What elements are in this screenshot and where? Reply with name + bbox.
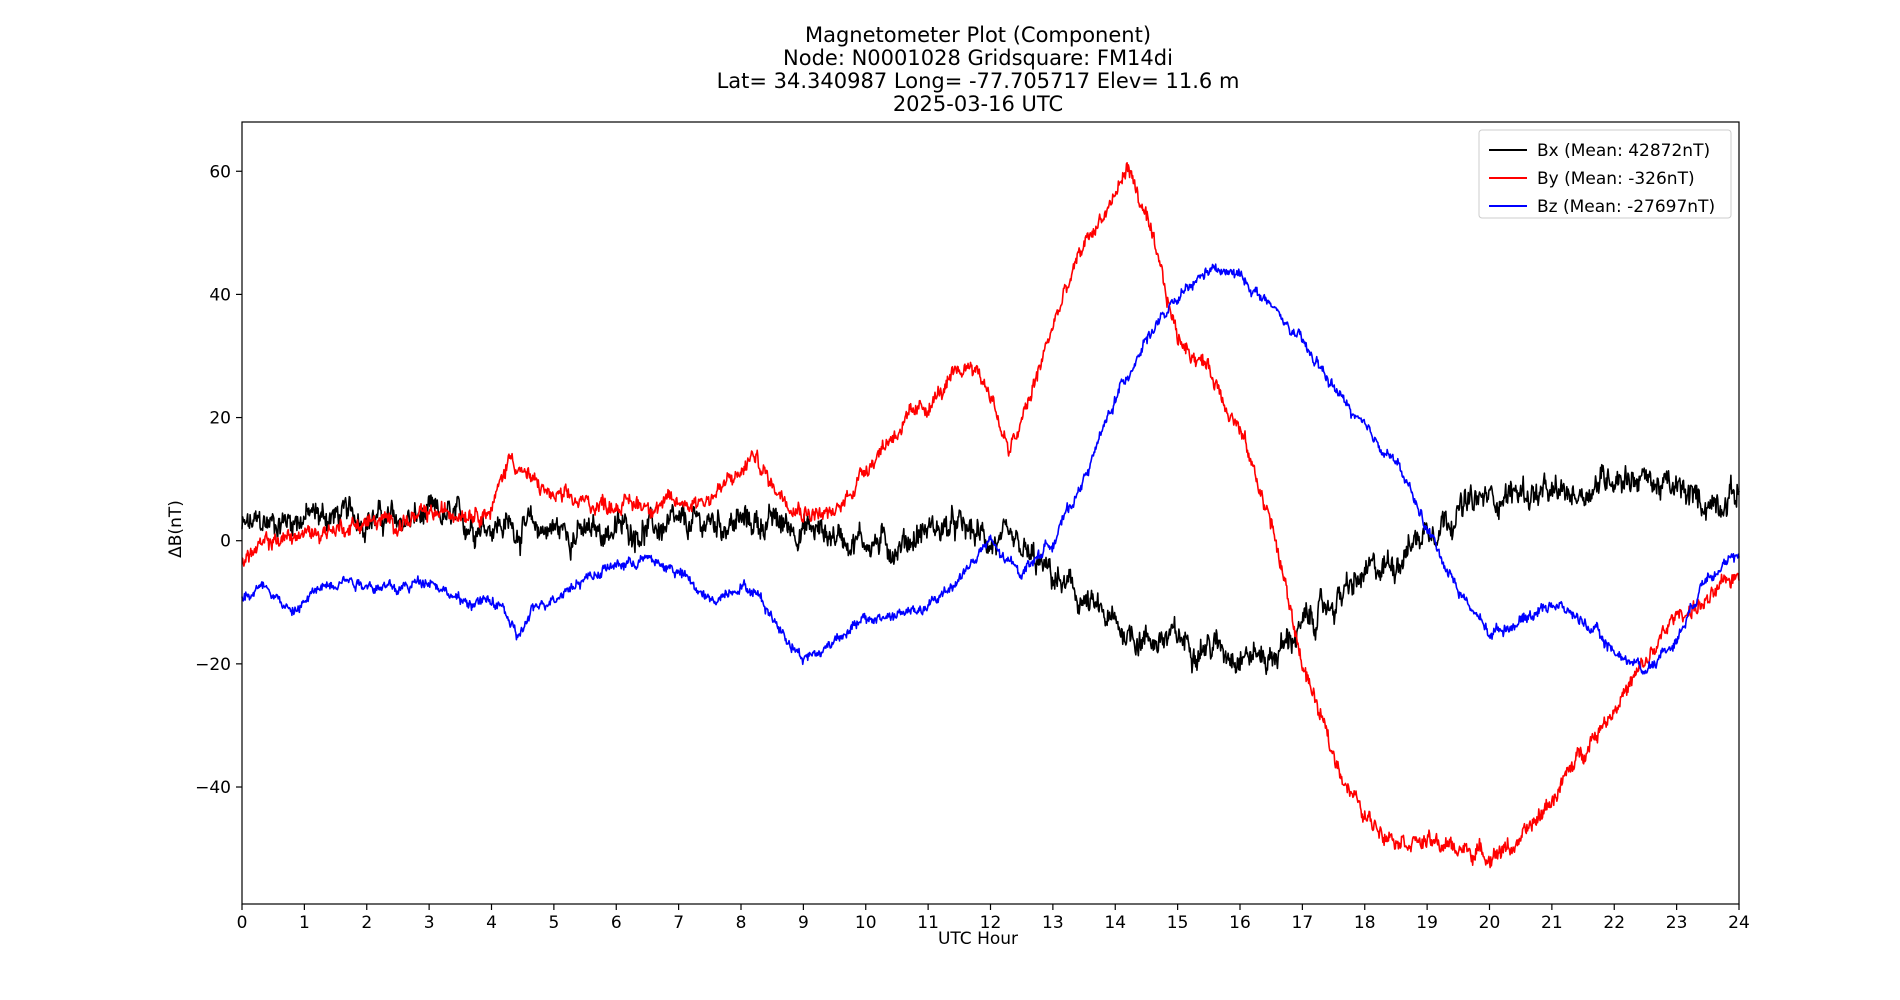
x-tick-label: 0 bbox=[237, 913, 248, 933]
x-tick-label: 13 bbox=[1042, 913, 1064, 933]
legend-box bbox=[1478, 129, 1732, 219]
x-tick-label: 4 bbox=[486, 913, 497, 933]
x-tick-label: 22 bbox=[1603, 913, 1625, 933]
x-tick-label: 11 bbox=[917, 913, 939, 933]
x-tick-label: 21 bbox=[1541, 913, 1563, 933]
x-tick-label: 9 bbox=[798, 913, 809, 933]
y-tick-label: −40 bbox=[195, 778, 231, 798]
y-tick-label: 20 bbox=[209, 409, 231, 429]
series-lines bbox=[241, 162, 1740, 869]
x-tick-label: 3 bbox=[424, 913, 435, 933]
series-line bbox=[241, 463, 1740, 676]
x-tick-label: 1 bbox=[299, 913, 310, 933]
legend: Bx (Mean: 42872nT) By (Mean: -326nT) Bz (M… bbox=[1478, 129, 1732, 219]
x-tick-label: 24 bbox=[1728, 913, 1750, 933]
x-tick-label: 15 bbox=[1167, 913, 1189, 933]
x-tick-label: 16 bbox=[1229, 913, 1251, 933]
x-tick-label: 8 bbox=[736, 913, 747, 933]
x-tick-label: 19 bbox=[1416, 913, 1438, 933]
y-axis: −40 −20 0 20 40 60 bbox=[195, 162, 242, 798]
legend-entry-label: Bz (Mean: -27697nT) bbox=[1537, 197, 1715, 217]
x-tick-label: 5 bbox=[548, 913, 559, 933]
title-line-3: Lat= 34.340987 Long= -77.705717 Elev= 11… bbox=[717, 69, 1240, 93]
x-tick-label: 12 bbox=[980, 913, 1002, 933]
title-line-4: 2025-03-16 UTC bbox=[893, 92, 1063, 116]
x-tick-label: 17 bbox=[1292, 913, 1314, 933]
y-tick-label: 60 bbox=[209, 162, 231, 182]
x-tick-label: 18 bbox=[1354, 913, 1376, 933]
series-line bbox=[241, 162, 1740, 869]
chart-title: Magnetometer Plot (Component) Node: N000… bbox=[717, 23, 1240, 116]
title-line-1: Magnetometer Plot (Component) bbox=[805, 23, 1151, 47]
y-tick-label: −20 bbox=[195, 655, 231, 675]
series-line bbox=[241, 263, 1740, 675]
x-axis: 0 1 2 3 4 5 6 7 8 9 10 11 12 13 14 15 16 17 18 19 20 21 22 23 24 bbox=[237, 904, 1750, 933]
x-tick-label: 2 bbox=[361, 913, 372, 933]
y-axis-label: ΔB(nT) bbox=[166, 500, 186, 558]
x-tick-label: 10 bbox=[855, 913, 877, 933]
x-tick-label: 14 bbox=[1104, 913, 1126, 933]
y-tick-label: 40 bbox=[209, 285, 231, 305]
legend-entry-label: By (Mean: -326nT) bbox=[1537, 169, 1695, 189]
x-tick-label: 7 bbox=[673, 913, 684, 933]
x-axis-label: UTC Hour bbox=[938, 929, 1018, 949]
title-line-2: Node: N0001028 Gridsquare: FM14di bbox=[783, 46, 1173, 70]
x-tick-label: 6 bbox=[611, 913, 622, 933]
legend-entry-label: Bx (Mean: 42872nT) bbox=[1537, 141, 1710, 161]
y-tick-label: 0 bbox=[220, 532, 231, 552]
x-tick-label: 23 bbox=[1666, 913, 1688, 933]
x-tick-label: 20 bbox=[1479, 913, 1501, 933]
